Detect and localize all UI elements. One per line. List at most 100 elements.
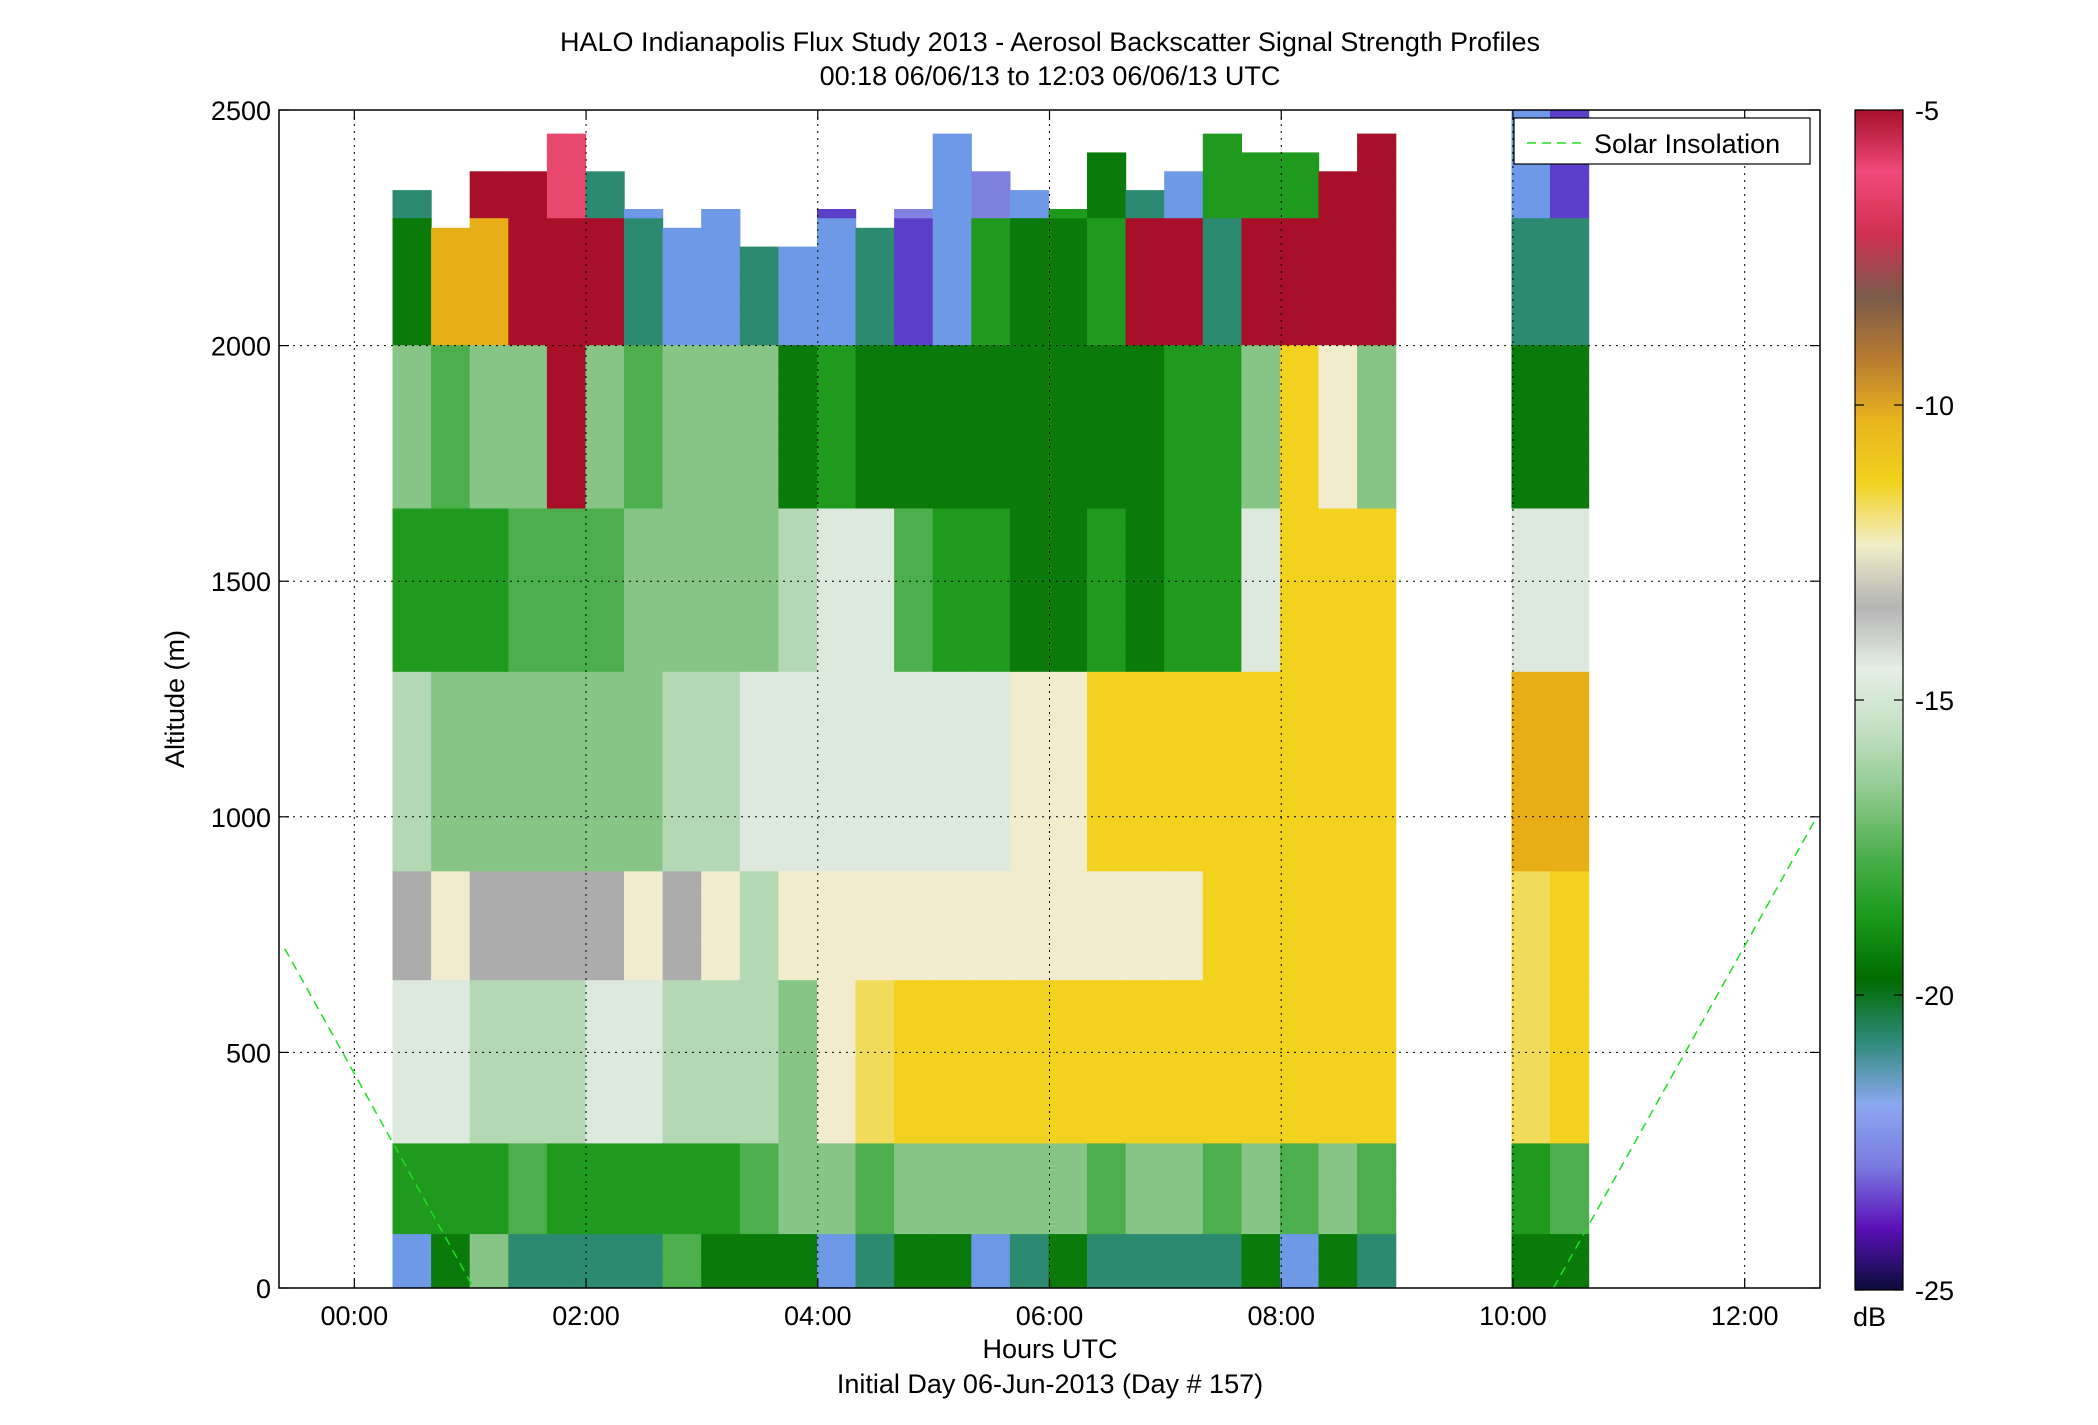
heatmap-cell [1125, 925, 1165, 944]
heatmap-cell [894, 1106, 934, 1126]
legend-box [1513, 117, 1811, 165]
heatmap-cell [1009, 1034, 1050, 1053]
heatmap-cell [508, 489, 548, 509]
heatmap-cell [1087, 199, 1127, 219]
heatmap-cell [624, 798, 664, 817]
heatmap-cell [701, 217, 741, 237]
heatmap-cell [932, 399, 972, 418]
heatmap-cell [932, 1052, 972, 1071]
heatmap-cell [1202, 634, 1242, 654]
heatmap-cell [932, 562, 972, 582]
heatmap-cell [1550, 1052, 1590, 1071]
colorbar-unit: dB [1853, 1302, 1886, 1332]
heatmap-cell [508, 834, 548, 854]
heatmap-cell [1318, 634, 1358, 654]
heatmap-cell [1087, 308, 1127, 328]
heatmap-cell [1087, 943, 1127, 962]
heatmap-cell [817, 634, 857, 654]
heatmap-cell [1048, 1015, 1088, 1035]
heatmap-cell [971, 798, 1011, 817]
heatmap-cell [1280, 1269, 1320, 1288]
heatmap-cell [1164, 1161, 1204, 1180]
heatmap-cell [1550, 1197, 1590, 1216]
heatmap-cell [855, 870, 895, 890]
heatmap-cell [739, 834, 779, 854]
heatmap-cell [431, 235, 471, 255]
heatmap-cell [1202, 1179, 1242, 1198]
x-tick-label: 04:00 [784, 1301, 852, 1331]
heatmap-cell [855, 1088, 895, 1108]
heatmap-cell [1009, 1052, 1050, 1071]
heatmap-cell [1125, 1088, 1165, 1108]
heatmap-cell [855, 290, 895, 309]
heatmap-cell [546, 326, 587, 346]
heatmap-cell [1550, 997, 1590, 1017]
heatmap-cell [1550, 254, 1590, 273]
heatmap-cell [546, 580, 587, 600]
heatmap-cell [508, 544, 548, 563]
heatmap-cell [431, 707, 471, 727]
heatmap-cell [932, 272, 972, 291]
heatmap-cell [855, 634, 895, 654]
heatmap-cell [1009, 1015, 1050, 1035]
heatmap-cell [739, 780, 779, 799]
heatmap-cell [1550, 181, 1590, 201]
x-tick-label: 02:00 [552, 1301, 620, 1331]
heatmap-cell [1048, 780, 1088, 799]
heatmap-cell [1009, 453, 1050, 473]
heatmap-cell [932, 780, 972, 799]
heatmap-cell [894, 943, 934, 962]
heatmap-cell [1280, 780, 1320, 799]
heatmap-cell [1241, 380, 1281, 400]
heatmap-cell [1511, 997, 1551, 1017]
heatmap-cell [971, 1070, 1011, 1089]
heatmap-cell [624, 1106, 664, 1126]
heatmap-cell [1164, 1142, 1204, 1162]
heatmap-cell [778, 580, 818, 600]
heatmap-cell [585, 1251, 625, 1271]
heatmap-cell [855, 616, 895, 636]
heatmap-cell [1280, 979, 1320, 999]
heatmap-cell [1125, 598, 1165, 618]
heatmap-cell [431, 1052, 471, 1071]
heatmap-cell [817, 526, 857, 545]
heatmap-cell [1164, 943, 1204, 962]
heatmap-cell [1318, 435, 1358, 455]
heatmap-cell [1125, 326, 1165, 346]
heatmap-cell [662, 471, 702, 491]
heatmap-cell [546, 344, 587, 364]
heatmap-cell [855, 1034, 895, 1053]
heatmap-cell [431, 816, 471, 835]
heatmap-cell [1125, 725, 1165, 745]
heatmap-cell [1125, 743, 1165, 763]
heatmap-cell [392, 417, 432, 436]
heatmap-cell [469, 979, 509, 999]
heatmap-cell [624, 417, 664, 436]
heatmap-cell [971, 689, 1011, 708]
heatmap-cell [1202, 453, 1242, 473]
heatmap-cell [778, 816, 818, 835]
heatmap-cell [392, 1015, 432, 1035]
heatmap-cell [585, 761, 625, 781]
heatmap-cell [508, 888, 548, 908]
heatmap-cell [1550, 852, 1590, 872]
heatmap-cell [469, 653, 509, 672]
heatmap-cell [1318, 598, 1358, 618]
heatmap-cell [1511, 290, 1551, 309]
heatmap-cell [508, 453, 548, 473]
heatmap-cell [1164, 780, 1204, 799]
heatmap-cell [392, 489, 432, 509]
heatmap-cell [701, 209, 741, 219]
heatmap-cell [971, 344, 1011, 364]
heatmap-cell [1357, 1251, 1397, 1271]
heatmap-cell [585, 1161, 625, 1180]
heatmap-cell [1087, 798, 1127, 817]
heatmap-cell [701, 1215, 741, 1235]
heatmap-cell [1009, 616, 1050, 636]
heatmap-cell [1241, 152, 1281, 164]
heatmap-cell [1280, 925, 1320, 944]
heatmap-cell [894, 417, 934, 436]
heatmap-cell [585, 834, 625, 854]
heatmap-cell [1357, 598, 1397, 618]
heatmap-cell [585, 308, 625, 328]
